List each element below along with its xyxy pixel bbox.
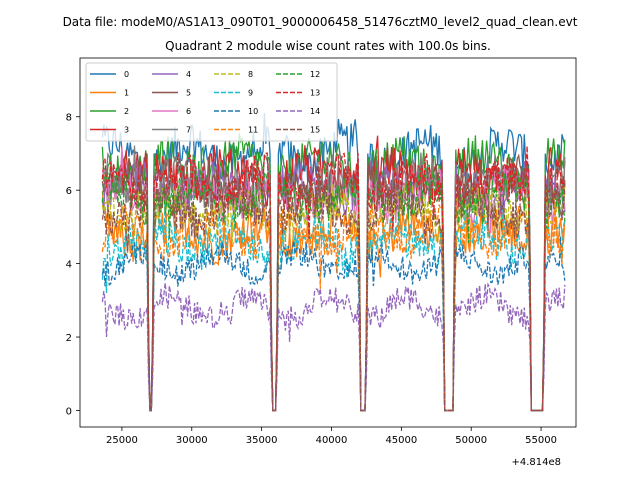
series-line-7: [101, 145, 566, 412]
legend-item-7: 7: [152, 126, 191, 135]
y-tick-label: 4: [66, 260, 72, 271]
legend-label: 8: [248, 70, 253, 79]
legend-item-5: 5: [152, 89, 191, 98]
series-line-14: [101, 282, 566, 412]
legend-item-6: 6: [152, 107, 191, 116]
legend-label: 5: [186, 89, 191, 98]
legend-label: 7: [186, 126, 191, 135]
series-line-11: [101, 201, 566, 412]
legend-item-12: 12: [276, 70, 320, 79]
x-tick-label: 55000: [525, 435, 557, 446]
legend-item-14: 14: [276, 107, 320, 116]
y-tick-label: 2: [66, 333, 72, 344]
legend-label: 3: [124, 126, 129, 135]
series-line-3: [101, 135, 566, 412]
legend-item-9: 9: [214, 89, 253, 98]
legend-label: 2: [124, 107, 129, 116]
legend-item-10: 10: [214, 107, 258, 116]
series-line-13: [101, 145, 566, 412]
legend-label: 9: [248, 89, 253, 98]
legend-item-0: 0: [90, 70, 129, 79]
legend-box: [85, 62, 338, 142]
legend-item-11: 11: [214, 126, 258, 135]
legend-label: 14: [310, 107, 320, 116]
axes-layer: 25000 30000 35000 40000 45000 50000 55000 0 2 4 6 8: [66, 57, 577, 446]
legend-item-13: 13: [276, 89, 320, 98]
legend-item-3: 3: [90, 126, 129, 135]
legend-label: 12: [310, 70, 320, 79]
y-tick-label: 6: [66, 186, 72, 197]
legend-item-15: 15: [276, 126, 320, 135]
legend-item-1: 1: [90, 89, 129, 98]
legend-label: 0: [124, 70, 129, 79]
legend-item-2: 2: [90, 107, 129, 116]
series-line-10: [101, 236, 566, 412]
legend-label: 11: [248, 126, 258, 135]
legend-item-8: 8: [214, 70, 253, 79]
legend-label: 6: [186, 107, 191, 116]
legend-label: 13: [310, 89, 320, 98]
legend-label: 15: [310, 126, 320, 135]
chart-suptitle: Data file: modeM0/AS1A13_090T01_90000064…: [63, 15, 578, 29]
plot-frame: [79, 57, 577, 428]
legend-label: 4: [186, 70, 191, 79]
legend-label: 1: [124, 89, 129, 98]
legend-item-4: 4: [152, 70, 191, 79]
series-layer: [101, 112, 566, 412]
x-tick-label: 30000: [176, 435, 208, 446]
chart-title: Quadrant 2 module wise count rates with …: [165, 39, 491, 53]
x-tick-label: 45000: [385, 435, 417, 446]
y-tick-label: 8: [66, 113, 72, 124]
x-tick-label: 25000: [106, 435, 138, 446]
x-tick-label: 40000: [316, 435, 348, 446]
y-tick-label: 0: [66, 406, 72, 417]
x-tick-label: 35000: [246, 435, 278, 446]
series-line-15: [101, 161, 566, 412]
x-offset-label: +4.814e8: [511, 457, 561, 468]
x-tick-label: 50000: [455, 435, 487, 446]
series-line-12: [101, 148, 566, 412]
legend-label: 10: [248, 107, 258, 116]
